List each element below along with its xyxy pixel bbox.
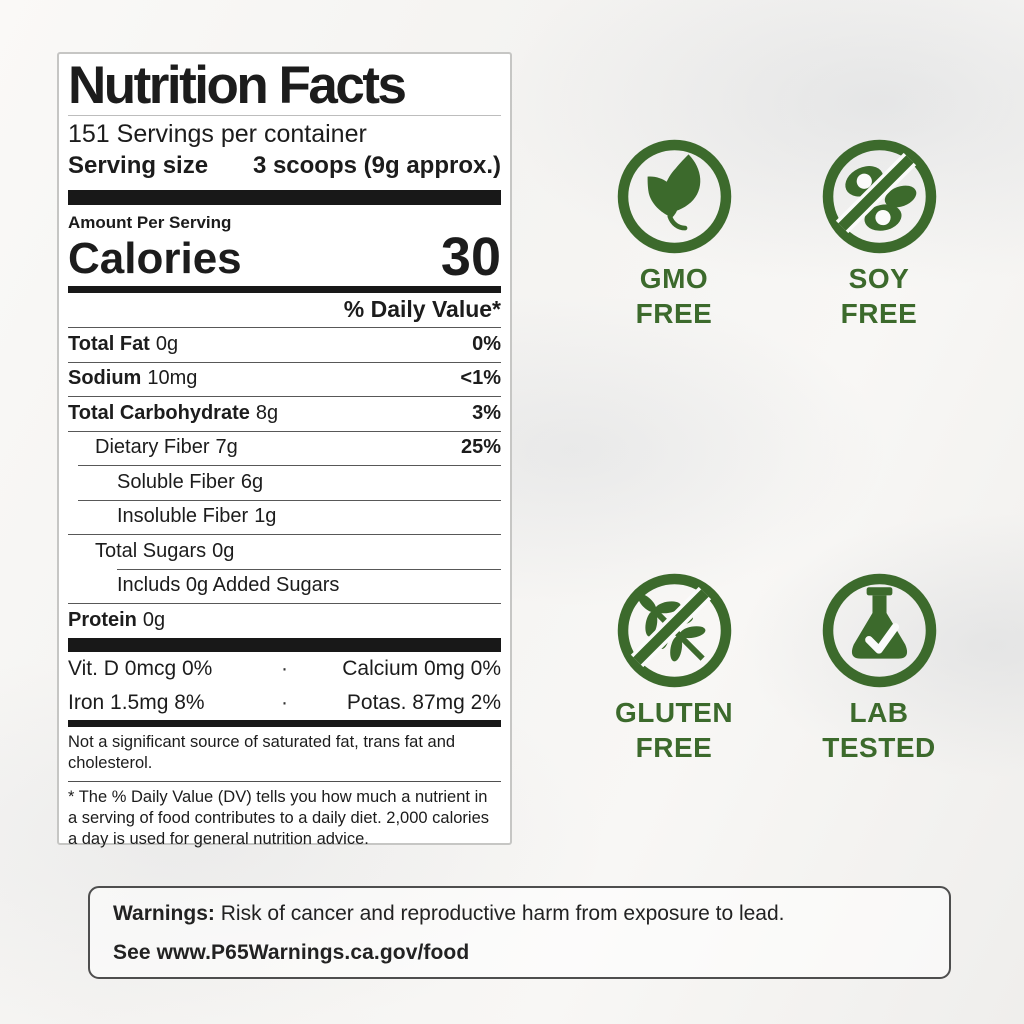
- serving-size-label: Serving size: [68, 152, 209, 179]
- row-separator: [78, 499, 501, 501]
- badge-label: SOY FREE: [841, 261, 918, 331]
- nutrient-dv: <1%: [460, 367, 501, 390]
- row-separator: [68, 534, 501, 535]
- nutrient-name: Insoluble Fiber: [117, 505, 249, 528]
- badge-label: GMO FREE: [636, 261, 713, 331]
- nutrient-row-soluble-fiber: Soluble Fiber 6g: [68, 465, 501, 500]
- daily-value-footnote: * The % Daily Value (DV) tells you how m…: [68, 787, 489, 848]
- nutrient-dv: 25%: [460, 436, 501, 459]
- dot-separator: ·: [281, 656, 288, 680]
- calories-label: Calories: [68, 234, 242, 283]
- badge-label-line1: LAB: [849, 697, 909, 728]
- nutrient-amount: 7g: [215, 436, 238, 459]
- dot-separator: ·: [281, 690, 288, 714]
- no-soy-icon: [821, 138, 938, 255]
- nutrient-name: Sodium: [68, 367, 142, 390]
- row-separator: [68, 361, 501, 363]
- nutrient-name: Total Carbohydrate: [68, 401, 250, 424]
- divider-bar-thick: [68, 190, 501, 205]
- nutrient-name: Dietary Fiber: [95, 436, 210, 459]
- badge-label-line2: FREE: [635, 732, 713, 763]
- micronutrient-right: Potas. 87mg 2%: [346, 690, 501, 714]
- badge-label: LAB TESTED: [822, 695, 935, 765]
- warning-label: Warnings:: [113, 902, 215, 925]
- badge-label: GLUTEN FREE: [615, 695, 733, 765]
- warning-body: Risk of cancer and reproductive harm fro…: [220, 902, 785, 925]
- micronutrient-row-iron-potassium: Iron 1.5mg 8% · Potas. 87mg 2%: [68, 686, 501, 720]
- row-separator: [68, 430, 501, 432]
- daily-value-header: % Daily Value*: [343, 296, 501, 322]
- nutrient-row-total-carbohydrate: Total Carbohydrate 8g 3%: [68, 396, 501, 431]
- badge-label-line1: GMO: [639, 263, 709, 294]
- nutrient-name: Total Sugars: [95, 539, 207, 562]
- badge-label-line1: GLUTEN: [614, 697, 734, 728]
- leaf-icon: [616, 138, 733, 255]
- serving-size-value: 3 scoops (9g approx.): [252, 152, 501, 179]
- nutrient-name: Protein: [68, 608, 137, 631]
- micronutrient-right: Calcium 0mg 0%: [342, 656, 501, 680]
- divider-bar-medium: [68, 719, 501, 727]
- lab-flask-icon: [821, 572, 938, 689]
- nutrient-row-insoluble-fiber: Insoluble Fiber 1g: [68, 499, 501, 535]
- nutrition-facts-panel: Nutrition Facts 151 Servings per contain…: [57, 52, 512, 848]
- nutrient-amount: 1g: [254, 505, 277, 528]
- badge-lab-tested: LAB TESTED: [784, 572, 974, 765]
- nutrient-row-total-sugars: Total Sugars 0g: [68, 534, 501, 569]
- nutrient-name: Soluble Fiber: [117, 470, 235, 493]
- nutrient-amount: 6g: [240, 470, 264, 493]
- nutrient-amount: 0g: [212, 539, 235, 562]
- nutrient-row-dietary-fiber: Dietary Fiber 7g 25%: [68, 430, 501, 466]
- no-gluten-icon: [616, 572, 733, 689]
- nutrient-amount: 0g: [155, 332, 179, 355]
- divider-bar-medium: [68, 286, 501, 293]
- badge-label-line1: SOY: [848, 263, 910, 294]
- amount-per-serving-label: Amount Per Serving: [68, 213, 232, 232]
- nutrient-row-added-sugars: Includs 0g Added Sugars: [68, 568, 501, 604]
- row-separator: [68, 396, 501, 397]
- nutrient-name: Total Fat: [68, 332, 150, 355]
- badge-label-line2: FREE: [635, 298, 713, 329]
- servings-per-container: 151 Servings per container: [68, 120, 367, 148]
- nutrient-dv: 3%: [472, 401, 501, 424]
- row-separator: [78, 465, 501, 466]
- row-separator: [68, 603, 501, 604]
- nutrient-row-protein: Protein 0g: [68, 603, 501, 638]
- badge-gmo-free: GMO FREE: [579, 138, 769, 331]
- badge-gluten-free: GLUTEN FREE: [579, 572, 769, 765]
- nutrition-facts-title: Nutrition Facts: [68, 58, 501, 116]
- row-separator: [68, 327, 501, 328]
- nutrient-amount: 0g: [142, 608, 166, 631]
- serving-size-row: Serving size 3 scoops (9g approx.): [68, 151, 501, 181]
- calories-row: Calories 30: [68, 227, 501, 287]
- warning-link-text: See www.P65Warnings.ca.gov/food: [113, 941, 470, 964]
- badge-label-line2: TESTED: [822, 732, 936, 763]
- badge-soy-free: SOY FREE: [784, 138, 974, 331]
- nutrient-amount: 10mg: [147, 367, 198, 390]
- micronutrient-left: Iron 1.5mg 8%: [68, 690, 205, 714]
- nutrient-name: Includs 0g Added Sugars: [117, 574, 340, 597]
- warnings-box: Warnings: Risk of cancer and reproductiv…: [88, 886, 951, 979]
- divider-bar-thick: [68, 637, 501, 652]
- row-separator: [117, 568, 501, 570]
- not-significant-note: Not a significant source of saturated fa…: [68, 727, 501, 782]
- nutrient-amount: 8g: [255, 401, 279, 424]
- warning-text: Warnings: Risk of cancer and reproductiv…: [113, 901, 926, 927]
- micronutrient-left: Vit. D 0mcg 0%: [68, 656, 213, 680]
- nutrient-row-total-fat: Total Fat 0g 0%: [68, 327, 501, 362]
- nutrient-row-sodium: Sodium 10mg <1%: [68, 361, 501, 397]
- nutrient-dv: 0%: [472, 332, 501, 355]
- calories-value: 30: [440, 227, 501, 287]
- micronutrient-row-vitd-calcium: Vit. D 0mcg 0% · Calcium 0mg 0%: [68, 652, 501, 686]
- badge-label-line2: FREE: [840, 298, 918, 329]
